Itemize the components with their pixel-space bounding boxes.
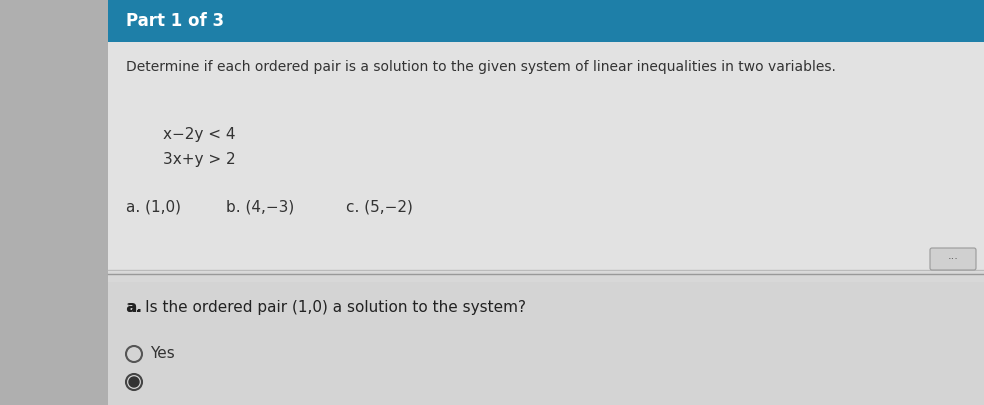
Text: Part 1 of 3: Part 1 of 3 <box>126 12 224 30</box>
FancyBboxPatch shape <box>108 0 984 42</box>
Text: Yes: Yes <box>150 347 175 362</box>
Text: ···: ··· <box>948 254 958 264</box>
FancyBboxPatch shape <box>108 282 984 405</box>
Text: b. (4,−3): b. (4,−3) <box>226 200 294 215</box>
Text: a. (1,0): a. (1,0) <box>126 200 181 215</box>
FancyBboxPatch shape <box>930 248 976 270</box>
Text: 3x+y > 2: 3x+y > 2 <box>163 152 235 167</box>
Text: a.: a. <box>126 300 142 315</box>
Text: Determine if each ordered pair is a solution to the given system of linear inequ: Determine if each ordered pair is a solu… <box>126 60 835 74</box>
Text: c. (5,−2): c. (5,−2) <box>346 200 413 215</box>
FancyBboxPatch shape <box>108 0 984 405</box>
Text: x−2y < 4: x−2y < 4 <box>163 127 235 142</box>
FancyBboxPatch shape <box>0 0 108 405</box>
Polygon shape <box>0 0 108 405</box>
Text: a. Is the ordered pair (1,0) a solution to the system?: a. Is the ordered pair (1,0) a solution … <box>126 300 526 315</box>
FancyBboxPatch shape <box>108 42 984 272</box>
Circle shape <box>129 377 139 387</box>
